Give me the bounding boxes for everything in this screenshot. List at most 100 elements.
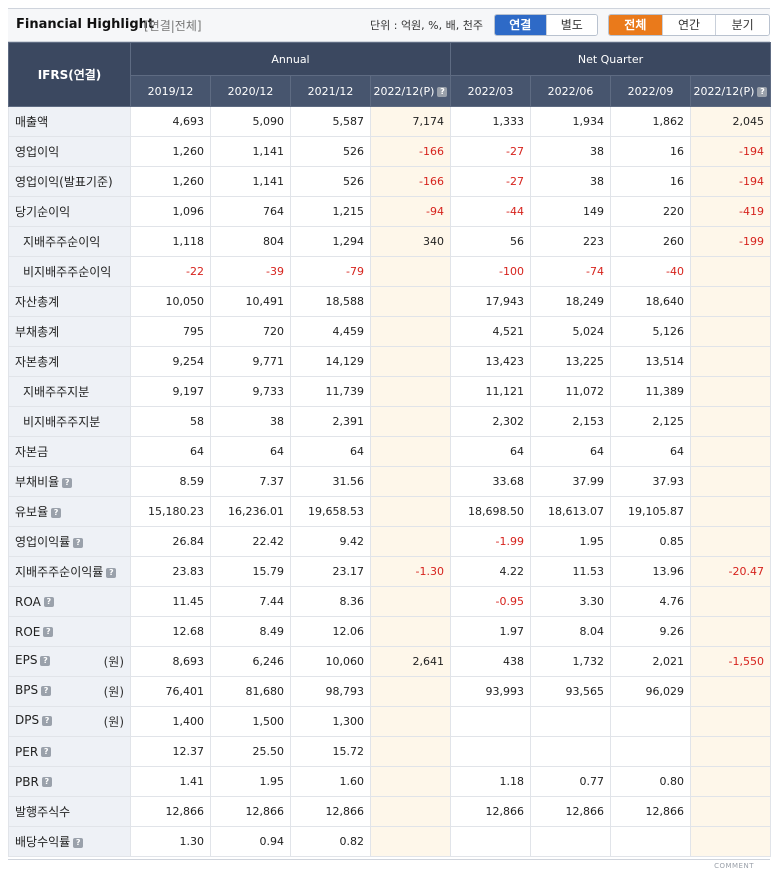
help-icon[interactable]: ? bbox=[41, 777, 52, 787]
row-label: 비지배주주지분 bbox=[8, 406, 131, 437]
column-header-label: 2022/12(P) bbox=[693, 84, 755, 98]
row-unit: (원) bbox=[103, 685, 124, 699]
column-header: 2022/09 bbox=[610, 75, 691, 107]
help-icon[interactable]: ? bbox=[106, 567, 117, 578]
row-label: ROE? bbox=[8, 616, 131, 647]
period-toggle: 전체 연간 분기 bbox=[608, 14, 770, 36]
table-cell: 19,105.87 bbox=[610, 496, 691, 527]
table-cell: 4.76 bbox=[610, 586, 691, 617]
table-cell: 64 bbox=[530, 436, 611, 467]
row-unit: (원) bbox=[103, 655, 124, 669]
table-cell bbox=[690, 376, 771, 407]
period-all-button[interactable]: 전체 bbox=[609, 15, 662, 35]
table-cell bbox=[690, 406, 771, 437]
table-cell: 7.44 bbox=[210, 586, 291, 617]
table-cell: 260 bbox=[610, 226, 691, 257]
table-cell: 38 bbox=[530, 166, 611, 197]
table-cell: 12.37 bbox=[130, 736, 211, 767]
table-cell: 5,587 bbox=[290, 106, 371, 137]
help-icon[interactable]: ? bbox=[43, 627, 54, 637]
help-icon[interactable]: ? bbox=[40, 655, 51, 666]
basis-separate-button[interactable]: 별도 bbox=[545, 15, 597, 35]
table-cell: 18,640 bbox=[610, 286, 691, 317]
table-cell bbox=[370, 436, 451, 467]
table-cell bbox=[370, 526, 451, 557]
table-cell bbox=[690, 466, 771, 497]
table-cell: 11.45 bbox=[130, 586, 211, 617]
table-cell: 0.80 bbox=[610, 766, 691, 797]
row-label: 부채비율? bbox=[8, 466, 131, 497]
table-row: 비지배주주순이익 -22 -39 -79 -100 -74 -40 bbox=[8, 256, 771, 287]
table-cell: 16 bbox=[610, 136, 691, 167]
column-header: 2022/03 bbox=[450, 75, 531, 107]
table-cell: 0.85 bbox=[610, 526, 691, 557]
help-icon[interactable]: ? bbox=[43, 597, 54, 607]
help-icon[interactable]: ? bbox=[757, 86, 768, 97]
help-icon[interactable]: ? bbox=[73, 837, 84, 848]
table-cell bbox=[690, 676, 771, 707]
table-cell: 795 bbox=[130, 316, 211, 347]
table-row: 영업이익(발표기준) 1,260 1,141 526 -166 -27 38 16 -194 bbox=[8, 166, 771, 197]
table-cell: 93,993 bbox=[450, 676, 531, 707]
table-cell: 8.36 bbox=[290, 586, 371, 617]
help-icon[interactable]: ? bbox=[73, 537, 84, 548]
column-header-label: 2022/09 bbox=[627, 84, 674, 98]
row-label: 부채총계 bbox=[8, 316, 131, 347]
row-unit: (원) bbox=[103, 715, 124, 729]
table-cell bbox=[530, 706, 611, 737]
table-cell: 2,302 bbox=[450, 406, 531, 437]
row-label: 지배주주순이익 bbox=[8, 226, 131, 257]
table-cell: 1,141 bbox=[210, 136, 291, 167]
table-cell: 13,225 bbox=[530, 346, 611, 377]
table-cell: 64 bbox=[610, 436, 691, 467]
panel-header: Financial Highlight [연결|전체] 단위 : 억원, %, … bbox=[8, 8, 770, 42]
help-icon[interactable]: ? bbox=[62, 477, 73, 488]
table-cell: 7,174 bbox=[370, 106, 451, 137]
row-label: 영업이익 bbox=[8, 136, 131, 167]
row-label-text: 지배주주순이익 bbox=[23, 235, 101, 249]
help-icon[interactable]: ? bbox=[41, 747, 52, 757]
table-cell bbox=[690, 766, 771, 797]
row-label: 지배주주지분 bbox=[8, 376, 131, 407]
table-cell: 2,391 bbox=[290, 406, 371, 437]
table-cell: -27 bbox=[450, 136, 531, 167]
help-icon[interactable]: ? bbox=[42, 715, 53, 726]
table-cell: 1,333 bbox=[450, 106, 531, 137]
table-cell: 8.04 bbox=[530, 616, 611, 647]
table-cell: 12.68 bbox=[130, 616, 211, 647]
basis-consolidated-button[interactable]: 연결 bbox=[495, 15, 546, 35]
row-label-text: 부채총계 bbox=[15, 325, 60, 339]
table-cell: 1,862 bbox=[610, 106, 691, 137]
help-icon[interactable]: ? bbox=[437, 86, 448, 97]
table-cell bbox=[690, 346, 771, 377]
row-label: 자산총계 bbox=[8, 286, 131, 317]
table-cell: 720 bbox=[210, 316, 291, 347]
row-label: 발행주식수 bbox=[8, 796, 131, 827]
row-label: 자본금 bbox=[8, 436, 131, 467]
table-row: 영업이익 1,260 1,141 526 -166 -27 38 16 -194 bbox=[8, 136, 771, 167]
help-icon[interactable]: ? bbox=[41, 685, 52, 696]
row-label-text: DPS bbox=[15, 713, 40, 727]
table-cell: 1.60 bbox=[290, 766, 371, 797]
table-cell: 76,401 bbox=[130, 676, 211, 707]
row-label: 지배주주순이익률? bbox=[8, 556, 131, 587]
table-cell: -419 bbox=[690, 196, 771, 227]
table-cell bbox=[690, 586, 771, 617]
table-cell bbox=[370, 706, 451, 737]
table-row: PER? 12.37 25.50 15.72 bbox=[8, 736, 771, 767]
period-quarter-button[interactable]: 분기 bbox=[715, 15, 769, 35]
table-cell: 7.37 bbox=[210, 466, 291, 497]
row-label-text: EPS bbox=[15, 653, 38, 667]
table-cell: 2,021 bbox=[610, 646, 691, 677]
comment-link[interactable]: COMMENT bbox=[714, 862, 754, 870]
table-cell bbox=[610, 706, 691, 737]
column-header-label: 2022/06 bbox=[547, 84, 594, 98]
table-cell: 16 bbox=[610, 166, 691, 197]
row-label: PBR? bbox=[8, 766, 131, 797]
period-annual-button[interactable]: 연간 bbox=[661, 15, 716, 35]
help-icon[interactable]: ? bbox=[51, 507, 62, 518]
table-cell: 8,693 bbox=[130, 646, 211, 677]
table-cell: 18,588 bbox=[290, 286, 371, 317]
table-cell: 438 bbox=[450, 646, 531, 677]
table-row: 부채총계 795 720 4,459 4,521 5,024 5,126 bbox=[8, 316, 771, 347]
